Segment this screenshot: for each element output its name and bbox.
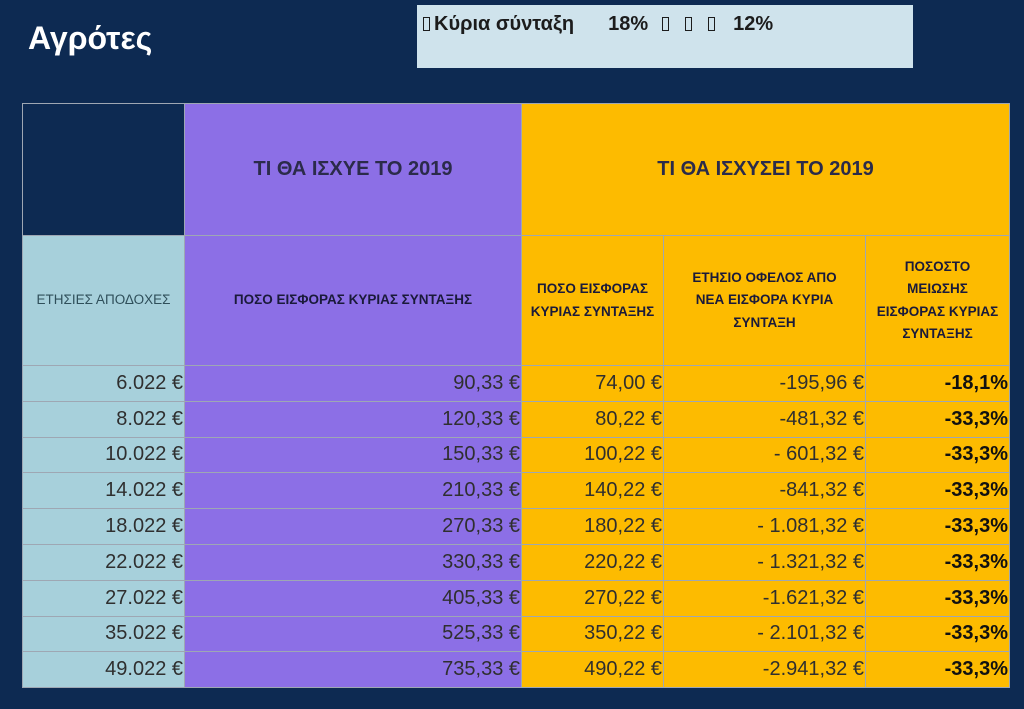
cell-earnings: 6.022 € — [22, 365, 185, 402]
info-box: Κύρια σύνταξη 18% 12% — [417, 5, 913, 68]
table-row: 49.022 € 735,33 € 490,22 € -2.941,32 € -… — [22, 651, 1011, 689]
cell-reduction-pct: -33,3% — [864, 543, 1011, 581]
cell-earnings: 8.022 € — [22, 400, 185, 438]
cell-new-contribution: 180,22 € — [521, 508, 664, 545]
cell-new-contribution: 350,22 € — [521, 615, 664, 653]
cell-new-contribution: 74,00 € — [521, 365, 664, 402]
header-line: ΣΥΝΤΑΞΗ — [733, 314, 796, 330]
info-rate-new: 12% — [733, 13, 774, 35]
table-row: 18.022 € 270,33 € 180,22 € - 1.081,32 € … — [22, 508, 1011, 545]
cell-annual-benefit: -841,32 € — [663, 472, 866, 510]
header-line: ΕΙΣΦΟΡΑΣ ΚΥΡΙΑΣ — [876, 303, 999, 319]
cell-reduction-pct: -33,3% — [864, 651, 1011, 689]
cell-new-contribution: 220,22 € — [521, 543, 664, 581]
cell-old-contribution: 405,33 € — [184, 579, 522, 617]
group-header-old: ΤΙ ΘΑ ΙΣΧΥΕ ΤΟ 2019 — [184, 103, 522, 236]
column-header-row: ΕΤΗΣΙΕΣ ΑΠΟΔΟΧΕΣ ΠΟΣΟ ΕΙΣΦΟΡΑΣ ΚΥΡΙΑΣ ΣΥ… — [22, 235, 1011, 366]
cell-reduction-pct: -33,3% — [864, 436, 1011, 474]
cell-new-contribution: 80,22 € — [521, 400, 664, 438]
cell-annual-benefit: -195,96 € — [663, 365, 866, 402]
header-line: ΣΥΝΤΑΞΗΣ — [902, 325, 973, 341]
table-row: 22.022 € 330,33 € 220,22 € - 1.321,32 € … — [22, 543, 1011, 581]
header-line: ΜΕΙΩΣΗΣ — [907, 281, 968, 297]
header-annual-benefit: ΕΤΗΣΙΟ ΟΦΕΛΟΣ ΑΠΟ ΝΕΑ ΕΙΣΦΟΡΑ ΚΥΡΙΑ ΣΥΝΤ… — [663, 235, 866, 366]
cell-annual-benefit: -481,32 € — [663, 400, 866, 438]
group-header-new: ΤΙ ΘΑ ΙΣΧΥΣΕΙ ΤΟ 2019 — [520, 103, 1011, 236]
cell-annual-benefit: - 2.101,32 € — [663, 615, 866, 653]
cell-old-contribution: 150,33 € — [184, 436, 522, 474]
info-label: Κύρια σύνταξη — [434, 13, 575, 35]
cell-new-contribution: 490,22 € — [521, 651, 664, 689]
cell-reduction-pct: -33,3% — [864, 508, 1011, 545]
cell-new-contribution: 270,22 € — [521, 579, 664, 617]
corner-cell — [22, 103, 185, 236]
header-new-contribution: ΠΟΣΟ ΕΙΣΦΟΡΑΣ ΚΥΡΙΑΣ ΣΥΝΤΑΞΗΣ — [521, 235, 664, 366]
cell-earnings: 22.022 € — [22, 543, 185, 581]
table-row: 8.022 € 120,33 € 80,22 € -481,32 € -33,3… — [22, 400, 1011, 438]
cell-old-contribution: 525,33 € — [184, 615, 522, 653]
cell-annual-benefit: - 1.081,32 € — [663, 508, 866, 545]
cell-new-contribution: 100,22 € — [521, 436, 664, 474]
cell-annual-benefit: -1.621,32 € — [663, 579, 866, 617]
cell-annual-benefit: -2.941,32 € — [663, 651, 866, 689]
table-row: 27.022 € 405,33 € 270,22 € -1.621,32 € -… — [22, 579, 1011, 617]
table-row: 10.022 € 150,33 € 100,22 € - 601,32 € -3… — [22, 436, 1011, 474]
cell-old-contribution: 735,33 € — [184, 651, 522, 689]
info-rate-old: 18% — [608, 13, 649, 35]
cell-reduction-pct: -18,1% — [864, 365, 1011, 402]
cell-old-contribution: 330,33 € — [184, 543, 522, 581]
header-line: ΠΟΣΟΣΤΟ — [904, 258, 971, 274]
table-row: 6.022 € 90,33 € 74,00 € -195,96 € -18,1% — [22, 365, 1011, 402]
cell-earnings: 18.022 € — [22, 508, 185, 545]
info-glyph-group — [662, 13, 731, 36]
header-line: ΚΥΡΙΑΣ ΣΥΝΤΑΞΗΣ — [530, 303, 655, 319]
cell-reduction-pct: -33,3% — [864, 472, 1011, 510]
missing-glyph-icon — [423, 17, 430, 31]
cell-reduction-pct: -33,3% — [864, 579, 1011, 617]
table-row: 35.022 € 525,33 € 350,22 € - 2.101,32 € … — [22, 615, 1011, 653]
cell-earnings: 35.022 € — [22, 615, 185, 653]
cell-reduction-pct: -33,3% — [864, 615, 1011, 653]
missing-glyph-icon — [685, 17, 693, 31]
cell-annual-benefit: - 1.321,32 € — [663, 543, 866, 581]
cell-old-contribution: 210,33 € — [184, 472, 522, 510]
missing-glyph-icon — [662, 17, 670, 31]
table-row: 14.022 € 210,33 € 140,22 € -841,32 € -33… — [22, 472, 1011, 510]
cell-old-contribution: 270,33 € — [184, 508, 522, 545]
cell-earnings: 49.022 € — [22, 651, 185, 689]
cell-reduction-pct: -33,3% — [864, 400, 1011, 438]
group-header-row: ΤΙ ΘΑ ΙΣΧΥΕ ΤΟ 2019 ΤΙ ΘΑ ΙΣΧΥΣΕΙ ΤΟ 201… — [22, 103, 1011, 236]
contribution-table: ΤΙ ΘΑ ΙΣΧΥΕ ΤΟ 2019 ΤΙ ΘΑ ΙΣΧΥΣΕΙ ΤΟ 201… — [22, 103, 1011, 689]
header-reduction-pct: ΠΟΣΟΣΤΟ ΜΕΙΩΣΗΣ ΕΙΣΦΟΡΑΣ ΚΥΡΙΑΣ ΣΥΝΤΑΞΗΣ — [864, 235, 1011, 366]
cell-new-contribution: 140,22 € — [521, 472, 664, 510]
missing-glyph-icon — [708, 17, 716, 31]
cell-annual-benefit: - 601,32 € — [663, 436, 866, 474]
header-line: ΝΕΑ ΕΙΣΦΟΡΑ ΚΥΡΙΑ — [695, 292, 834, 308]
cell-earnings: 10.022 € — [22, 436, 185, 474]
cell-old-contribution: 120,33 € — [184, 400, 522, 438]
header-old-contribution: ΠΟΣΟ ΕΙΣΦΟΡΑΣ ΚΥΡΙΑΣ ΣΥΝΤΑΞΗΣ — [184, 235, 522, 366]
header-line: ΕΤΗΣΙΟ ΟΦΕΛΟΣ ΑΠΟ — [692, 270, 837, 286]
slide-title: Αγρότες — [28, 20, 153, 56]
cell-earnings: 27.022 € — [22, 579, 185, 617]
header-line: ΠΟΣΟ ΕΙΣΦΟΡΑΣ — [537, 281, 648, 297]
header-annual-earnings: ΕΤΗΣΙΕΣ ΑΠΟΔΟΧΕΣ — [22, 235, 185, 366]
cell-old-contribution: 90,33 € — [184, 365, 522, 402]
cell-earnings: 14.022 € — [22, 472, 185, 510]
